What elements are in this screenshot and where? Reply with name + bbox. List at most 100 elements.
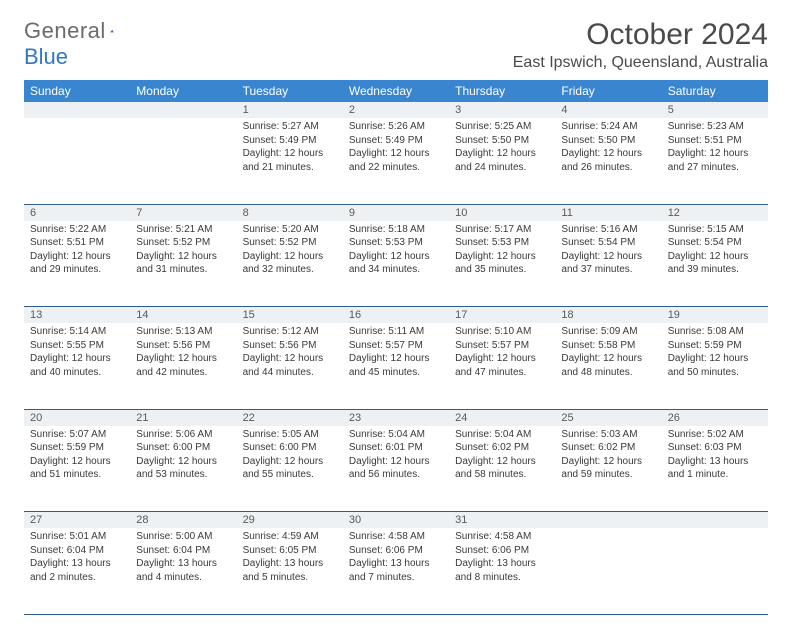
day-cell: Sunrise: 5:17 AMSunset: 5:53 PMDaylight:… bbox=[449, 221, 555, 307]
sunrise-line: Sunrise: 5:00 AM bbox=[136, 530, 230, 544]
empty-cell bbox=[130, 118, 236, 204]
sunset-line: Sunset: 5:49 PM bbox=[349, 134, 443, 148]
empty-daynum-cell bbox=[662, 512, 768, 529]
sunset-line: Sunset: 5:52 PM bbox=[136, 236, 230, 250]
sunset-line: Sunset: 5:59 PM bbox=[30, 441, 124, 455]
day-cell: Sunrise: 5:12 AMSunset: 5:56 PMDaylight:… bbox=[237, 323, 343, 409]
daylight-line: Daylight: 12 hours and 22 minutes. bbox=[349, 147, 443, 174]
content-row: Sunrise: 5:01 AM Sunset: 6:04 PM Daylight:… bbox=[24, 528, 768, 614]
sunrise-line: Sunrise: 5:15 AM bbox=[668, 223, 762, 237]
day-cell-content: Sunrise: 5:11 AMSunset: 5:57 PMDaylight:… bbox=[343, 323, 449, 383]
day-number-cell: 13 bbox=[24, 307, 130, 324]
sunrise-line: Sunrise: 5:01 AM bbox=[30, 530, 124, 544]
day-cell-content: Sunrise: 5:04 AMSunset: 6:01 PMDaylight:… bbox=[343, 426, 449, 486]
day-number-cell: 23 bbox=[343, 409, 449, 426]
sunset-line: Sunset: 6:00 PM bbox=[243, 441, 337, 455]
day-cell-content: Sunrise: 5:17 AMSunset: 5:53 PMDaylight:… bbox=[449, 221, 555, 281]
day-number-cell: 24 bbox=[449, 409, 555, 426]
daynum-row: 12345 bbox=[24, 102, 768, 118]
sunrise-line: Sunrise: 4:59 AM bbox=[243, 530, 337, 544]
weekday-row: SundayMondayTuesdayWednesdayThursdayFrid… bbox=[24, 80, 768, 102]
day-cell-content: Sunrise: 5:15 AMSunset: 5:54 PMDaylight:… bbox=[662, 221, 768, 281]
daylight-line: Daylight: 12 hours and 32 minutes. bbox=[243, 250, 337, 277]
daylight-line: Daylight: 13 hours and 5 minutes. bbox=[243, 557, 337, 584]
daylight-line: Daylight: 12 hours and 58 minutes. bbox=[455, 455, 549, 482]
day-cell-content: Sunrise: 5:09 AMSunset: 5:58 PMDaylight:… bbox=[555, 323, 661, 383]
sunrise-line: Sunrise: 5:02 AM bbox=[668, 428, 762, 442]
day-cell: Sunrise: 5:27 AMSunset: 5:49 PMDaylight:… bbox=[237, 118, 343, 204]
day-number-cell: 19 bbox=[662, 307, 768, 324]
daylight-line: Daylight: 12 hours and 56 minutes. bbox=[349, 455, 443, 482]
day-cell: Sunrise: 5:00 AMSunset: 6:04 PMDaylight:… bbox=[130, 528, 236, 614]
daylight-line: Daylight: 12 hours and 51 minutes. bbox=[30, 455, 124, 482]
day-cell: Sunrise: 5:18 AMSunset: 5:53 PMDaylight:… bbox=[343, 221, 449, 307]
sunrise-line: Sunrise: 5:11 AM bbox=[349, 325, 443, 339]
daylight-line: Daylight: 12 hours and 29 minutes. bbox=[30, 250, 124, 277]
daylight-line: Daylight: 12 hours and 26 minutes. bbox=[561, 147, 655, 174]
calendar-page: General October 2024 East Ipswich, Queen… bbox=[0, 0, 792, 633]
day-cell-content: Sunrise: 5:01 AMSunset: 6:04 PMDaylight:… bbox=[24, 528, 130, 588]
sunset-line: Sunset: 5:50 PM bbox=[455, 134, 549, 148]
day-number-cell: 10 bbox=[449, 204, 555, 221]
day-number-cell: 18 bbox=[555, 307, 661, 324]
sunrise-line: Sunrise: 5:25 AM bbox=[455, 120, 549, 134]
empty-daynum-cell bbox=[24, 102, 130, 118]
day-cell: Sunrise: 5:26 AMSunset: 5:49 PMDaylight:… bbox=[343, 118, 449, 204]
day-cell: Sunrise: 5:20 AMSunset: 5:52 PMDaylight:… bbox=[237, 221, 343, 307]
day-cell: Sunrise: 5:25 AMSunset: 5:50 PMDaylight:… bbox=[449, 118, 555, 204]
daylight-line: Daylight: 12 hours and 39 minutes. bbox=[668, 250, 762, 277]
empty-cell bbox=[662, 528, 768, 614]
day-cell: Sunrise: 5:14 AMSunset: 5:55 PMDaylight:… bbox=[24, 323, 130, 409]
daylight-line: Daylight: 13 hours and 8 minutes. bbox=[455, 557, 549, 584]
daylight-line: Daylight: 12 hours and 53 minutes. bbox=[136, 455, 230, 482]
day-number-cell: 1 bbox=[237, 102, 343, 118]
day-cell-content: Sunrise: 5:24 AMSunset: 5:50 PMDaylight:… bbox=[555, 118, 661, 178]
day-number-cell: 3 bbox=[449, 102, 555, 118]
calendar-head: SundayMondayTuesdayWednesdayThursdayFrid… bbox=[24, 80, 768, 102]
sunrise-line: Sunrise: 5:26 AM bbox=[349, 120, 443, 134]
day-cell-content: Sunrise: 4:59 AMSunset: 6:05 PMDaylight:… bbox=[237, 528, 343, 588]
day-number-cell: 29 bbox=[237, 512, 343, 529]
weekday-header: Friday bbox=[555, 80, 661, 102]
daylight-line: Daylight: 12 hours and 48 minutes. bbox=[561, 352, 655, 379]
daylight-line: Daylight: 13 hours and 7 minutes. bbox=[349, 557, 443, 584]
sunrise-line: Sunrise: 4:58 AM bbox=[349, 530, 443, 544]
weekday-header: Thursday bbox=[449, 80, 555, 102]
sunrise-line: Sunrise: 5:09 AM bbox=[561, 325, 655, 339]
day-cell: Sunrise: 5:10 AMSunset: 5:57 PMDaylight:… bbox=[449, 323, 555, 409]
day-number-cell: 5 bbox=[662, 102, 768, 118]
content-row: Sunrise: 5:07 AMSunset: 5:59 PMDaylight:… bbox=[24, 426, 768, 512]
day-number-cell: 21 bbox=[130, 409, 236, 426]
day-number-cell: 27 bbox=[24, 512, 130, 529]
day-cell: Sunrise: 5:04 AMSunset: 6:02 PMDaylight:… bbox=[449, 426, 555, 512]
day-cell: Sunrise: 5:06 AMSunset: 6:00 PMDaylight:… bbox=[130, 426, 236, 512]
weekday-header: Monday bbox=[130, 80, 236, 102]
day-cell: Sunrise: 5:22 AMSunset: 5:51 PMDaylight:… bbox=[24, 221, 130, 307]
day-cell: Sunrise: 5:08 AMSunset: 5:59 PMDaylight:… bbox=[662, 323, 768, 409]
day-cell: Sunrise: 5:23 AMSunset: 5:51 PMDaylight:… bbox=[662, 118, 768, 204]
day-number-cell: 8 bbox=[237, 204, 343, 221]
day-number-cell: 12 bbox=[662, 204, 768, 221]
sunset-line: Sunset: 5:54 PM bbox=[561, 236, 655, 250]
sunset-line: Sunset: 5:57 PM bbox=[349, 339, 443, 353]
daynum-row: 13141516171819 bbox=[24, 307, 768, 324]
sunset-line: Sunset: 5:53 PM bbox=[349, 236, 443, 250]
weekday-header: Saturday bbox=[662, 80, 768, 102]
day-cell: Sunrise: 5:11 AMSunset: 5:57 PMDaylight:… bbox=[343, 323, 449, 409]
sunset-line: Sunset: 5:50 PM bbox=[561, 134, 655, 148]
sunset-line: Sunset: 6:06 PM bbox=[349, 544, 443, 558]
day-cell-content: Sunrise: 5:05 AMSunset: 6:00 PMDaylight:… bbox=[237, 426, 343, 486]
day-cell-content: Sunrise: 5:00 AMSunset: 6:04 PMDaylight:… bbox=[130, 528, 236, 588]
daylight-line: Daylight: 12 hours and 31 minutes. bbox=[136, 250, 230, 277]
sunset-line: Sunset: 6:04 PM bbox=[136, 544, 230, 558]
daylight-line: Daylight: 12 hours and 44 minutes. bbox=[243, 352, 337, 379]
day-cell: Sunrise: 5:13 AMSunset: 5:56 PMDaylight:… bbox=[130, 323, 236, 409]
daylight-line: Daylight: 12 hours and 50 minutes. bbox=[668, 352, 762, 379]
day-cell: Sunrise: 5:16 AMSunset: 5:54 PMDaylight:… bbox=[555, 221, 661, 307]
empty-cell bbox=[24, 118, 130, 204]
title-block: October 2024 East Ipswich, Queensland, A… bbox=[513, 18, 768, 72]
logo: General bbox=[24, 18, 132, 44]
daylight-line: Daylight: 13 hours and 2 minutes. bbox=[30, 557, 124, 584]
day-number-cell: 25 bbox=[555, 409, 661, 426]
calendar-table: SundayMondayTuesdayWednesdayThursdayFrid… bbox=[24, 80, 768, 615]
